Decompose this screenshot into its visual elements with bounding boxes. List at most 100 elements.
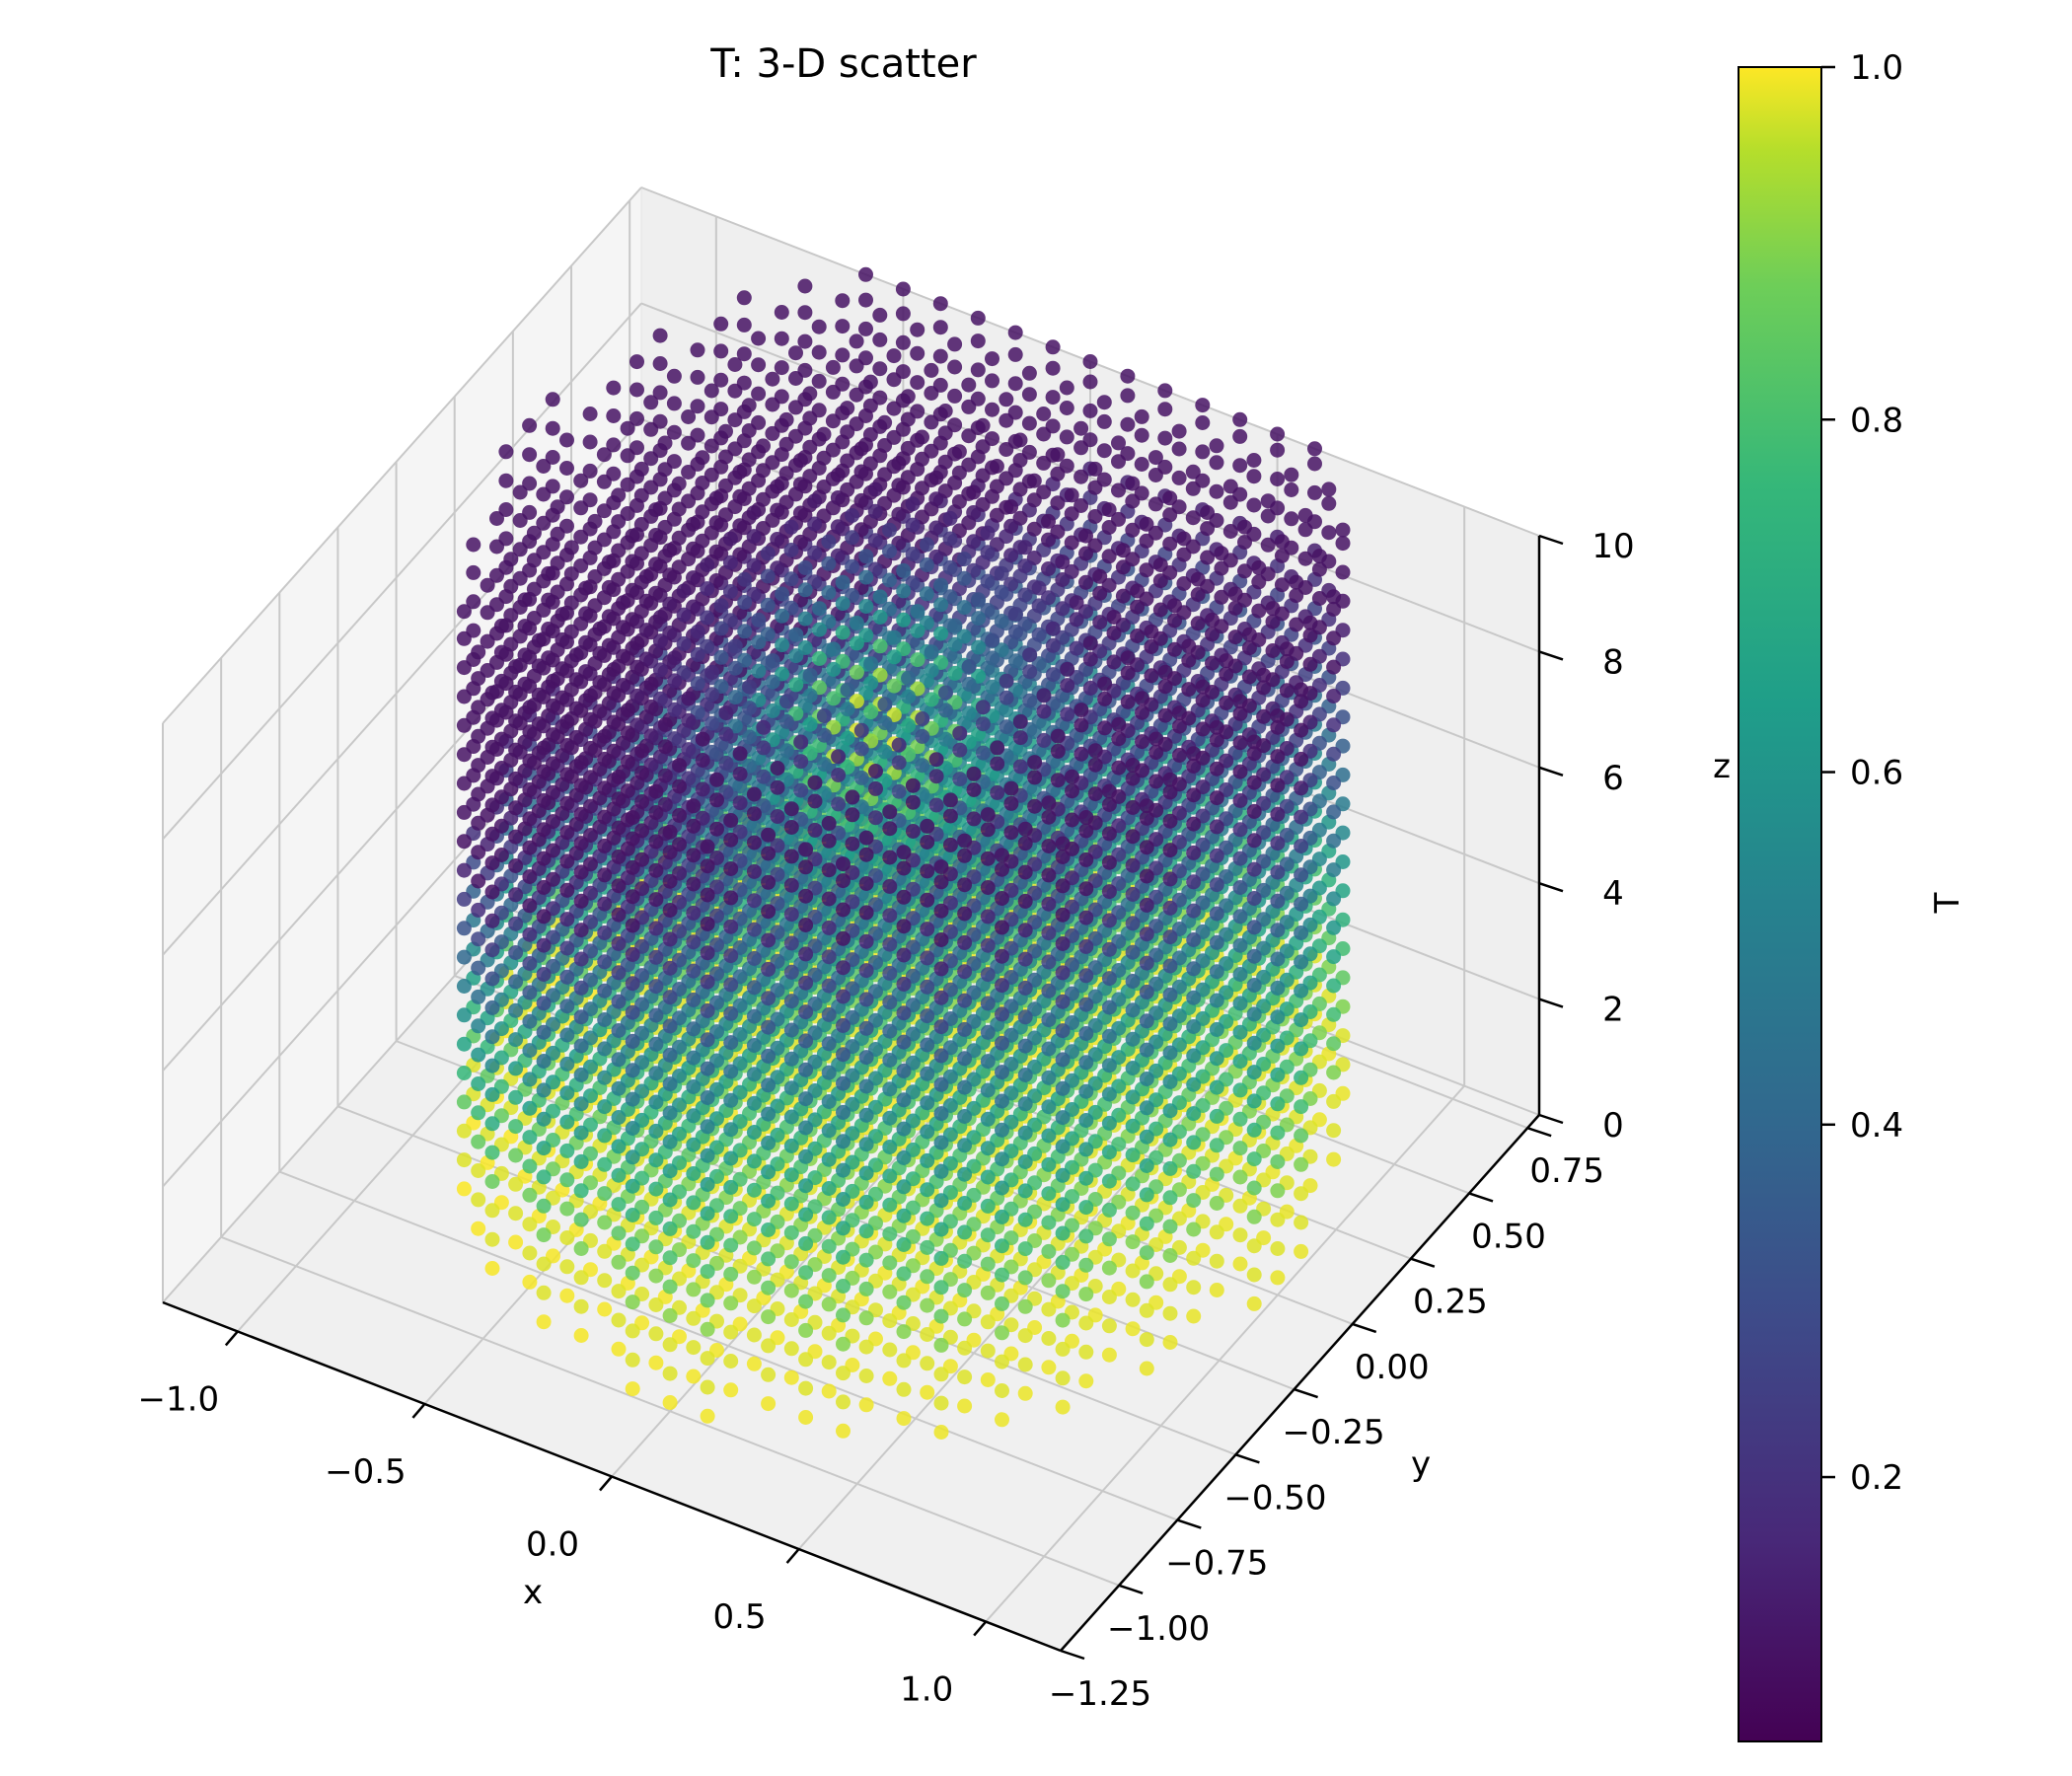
scatter-point (1297, 551, 1313, 566)
scatter-point (1134, 457, 1149, 472)
scatter-point (1008, 607, 1023, 622)
scatter-point (1045, 390, 1061, 406)
scatter-point (1171, 423, 1187, 439)
scatter-point (1073, 420, 1089, 436)
scatter-point (703, 409, 719, 425)
scatter-point (1246, 734, 1262, 750)
scatter-point (498, 473, 514, 488)
scatter-point (877, 697, 893, 712)
scatter-point (1125, 1263, 1141, 1279)
scatter-point (737, 624, 753, 639)
scatter-point (1167, 598, 1182, 614)
scatter-point (1082, 635, 1098, 651)
scatter-point (522, 447, 538, 463)
scatter-point (853, 464, 869, 480)
scatter-point (1232, 1082, 1248, 1098)
scatter-point (999, 690, 1014, 705)
scatter-point (1246, 453, 1262, 468)
scatter-point (1297, 522, 1313, 538)
scatter-point (587, 513, 603, 529)
scatter-point (1335, 536, 1351, 552)
scatter-point (840, 401, 855, 416)
scatter-point (573, 500, 589, 516)
scatter-point (1055, 555, 1071, 570)
scatter-point (1270, 1212, 1286, 1227)
scatter-point (1050, 728, 1066, 744)
scatter-point (872, 361, 888, 377)
scatter-point (896, 612, 912, 628)
scatter-point (1209, 438, 1224, 454)
scatter-point (1073, 746, 1089, 762)
scatter-point (625, 528, 640, 544)
scatter-point (1302, 628, 1318, 643)
scatter-point (1139, 516, 1154, 532)
scatter-point (1064, 487, 1079, 503)
scatter-point (1294, 925, 1309, 940)
scatter-point (1162, 507, 1178, 523)
scatter-point (1101, 502, 1117, 518)
scatter-point (1022, 647, 1038, 663)
scatter-point (1171, 470, 1187, 485)
scatter-point (1162, 871, 1178, 887)
scatter-point (1008, 624, 1023, 639)
scatter-point (1209, 993, 1224, 1008)
scatter-point (713, 372, 729, 388)
scatter-point (522, 417, 538, 433)
scatter-point (1162, 536, 1178, 552)
scatter-point (905, 517, 921, 533)
scatter-point (1246, 775, 1262, 790)
scatter-point (1162, 772, 1178, 787)
scatter-point (867, 503, 883, 519)
scatter-point (695, 504, 710, 520)
scatter-point (703, 383, 719, 399)
scatter-point (830, 490, 846, 505)
scatter-point (783, 543, 799, 557)
scatter-point (788, 371, 803, 386)
scatter-point (1096, 413, 1112, 429)
scatter-point (1209, 1253, 1224, 1269)
scatter-point (1012, 481, 1028, 497)
scatter-point (1227, 629, 1243, 645)
scatter-point (1111, 731, 1127, 747)
scatter-point (770, 532, 785, 547)
scatter-point (1185, 464, 1201, 480)
scatter-point (862, 398, 878, 413)
scatter-point (1087, 786, 1103, 802)
scatter-point (1022, 693, 1038, 708)
scatter-point (582, 407, 598, 421)
scatter-point (596, 474, 612, 489)
scatter-point (662, 543, 678, 558)
scatter-point (853, 492, 869, 508)
scatter-point (821, 585, 837, 601)
scatter-point (1209, 1224, 1224, 1240)
scatter-point (877, 438, 893, 453)
scatter-point (877, 715, 893, 731)
scatter-point (1097, 676, 1113, 692)
scatter-point (1082, 651, 1098, 667)
scatter-point (797, 333, 813, 349)
scatter-point (690, 624, 705, 639)
scatter-point (1186, 1163, 1202, 1179)
scatter-point (1321, 495, 1337, 511)
scatter-point (1270, 1125, 1286, 1141)
scatter-point (727, 383, 743, 399)
scatter-point (937, 425, 953, 441)
scatter-point (1270, 426, 1286, 442)
scatter-point (971, 639, 987, 655)
scatter-point (1171, 441, 1187, 457)
scatter-point (1232, 996, 1248, 1011)
scatter-point (966, 505, 982, 520)
scatter-point (1087, 461, 1103, 477)
scatter-point (872, 332, 888, 347)
scatter-point (1214, 560, 1229, 576)
scatter-point (1186, 1250, 1202, 1266)
scatter-point (657, 435, 673, 451)
scatter-point (1147, 468, 1163, 482)
scatter-point (999, 412, 1014, 428)
scatter-point (783, 519, 799, 535)
scatter-point (792, 477, 808, 492)
scatter-point (1237, 535, 1252, 550)
scatter-point (1246, 891, 1262, 906)
scatter-point (1232, 822, 1248, 838)
scatter-point (778, 466, 794, 481)
